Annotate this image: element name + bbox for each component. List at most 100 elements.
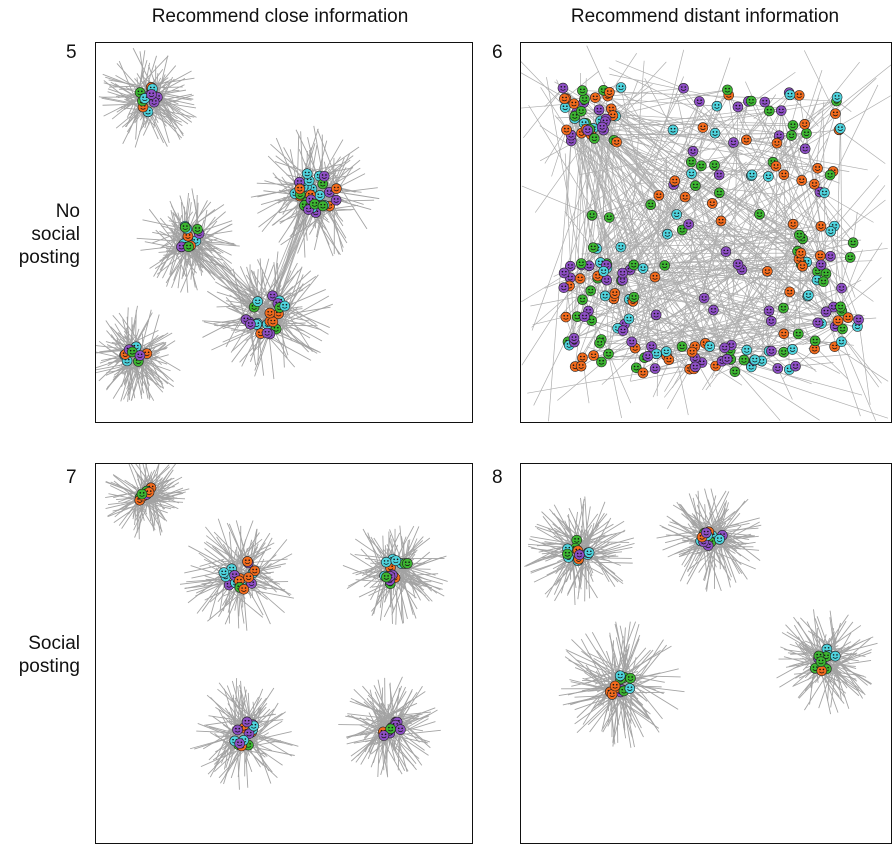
smiley-face-icon <box>603 348 614 360</box>
smiley-face-icon <box>624 683 636 694</box>
smiley-face-icon <box>146 89 157 100</box>
smiley-face-icon <box>685 156 697 168</box>
smiley-face-icon <box>696 160 707 172</box>
smiley-face-icon <box>650 309 662 321</box>
smiley-face-icon <box>317 200 329 212</box>
smiley-face-icon <box>787 344 798 355</box>
smiley-face-icon <box>261 327 273 339</box>
node-cluster <box>558 621 685 748</box>
smiley-face-icon <box>787 120 799 131</box>
smiley-face-icon <box>637 263 649 274</box>
node-cluster <box>250 125 380 258</box>
smiley-face-icon <box>741 344 753 356</box>
smiley-face-icon <box>738 354 750 366</box>
smiley-face-icon <box>825 226 837 237</box>
smiley-face-icon <box>837 323 848 335</box>
smiley-face-icon <box>588 350 599 361</box>
smiley-face-icon <box>218 567 230 578</box>
smiley-face-icon <box>669 175 681 187</box>
smiley-face-icon <box>562 548 573 560</box>
smiley-face-icon <box>596 356 607 368</box>
node-cluster <box>189 678 299 790</box>
smiley-face-icon <box>766 345 777 357</box>
smiley-face-icon <box>714 187 725 199</box>
smiley-face-icon <box>715 215 727 227</box>
smiley-face-icon <box>834 123 846 134</box>
smiley-face-icon <box>134 350 146 361</box>
smiley-face-icon <box>809 335 821 347</box>
smiley-face-icon <box>238 584 250 595</box>
smiley-face-icon <box>775 105 787 116</box>
smiley-face-icon <box>825 251 836 262</box>
panel-number-7: 7 <box>66 467 77 488</box>
node-cluster <box>136 188 240 293</box>
smiley-face-icon <box>395 724 406 735</box>
smiley-face-icon <box>820 306 832 318</box>
smiley-face-icon <box>786 130 797 141</box>
smiley-face-icon <box>772 363 784 374</box>
smiley-face-icon <box>686 346 698 358</box>
smiley-face-icon <box>722 84 733 96</box>
row-label-line: Social <box>28 633 80 654</box>
smiley-face-icon <box>853 314 864 326</box>
smiley-face-icon <box>678 83 689 94</box>
smiley-face-icon <box>799 143 811 155</box>
smiley-face-icon <box>575 360 587 372</box>
smiley-face-icon <box>617 325 629 336</box>
smiley-face-icon <box>778 328 790 340</box>
smiley-face-icon <box>242 556 253 567</box>
node-cluster <box>96 305 181 402</box>
smiley-face-icon <box>615 241 627 253</box>
smiley-face-icon <box>568 98 580 110</box>
smiley-face-icon <box>559 93 570 105</box>
node-cluster <box>105 464 190 540</box>
smiley-face-icon <box>683 219 694 230</box>
smiley-face-icon <box>778 169 790 181</box>
smiley-face-icon <box>732 259 744 270</box>
row-label-social-posting: Social posting <box>0 632 80 678</box>
panel-number-6: 6 <box>492 42 503 63</box>
network-panel-5 <box>95 42 473 423</box>
smiley-face-icon <box>564 260 576 272</box>
smiley-face-icon <box>765 315 777 327</box>
smiley-face-icon <box>598 266 609 277</box>
smiley-face-icon <box>763 171 774 182</box>
row-label-line: No <box>55 201 80 222</box>
smiley-face-icon <box>815 656 827 667</box>
smiley-face-icon <box>264 307 276 319</box>
network-graph-7 <box>105 464 448 790</box>
smiley-face-icon <box>560 311 572 323</box>
smiley-face-icon <box>749 354 761 366</box>
network-graph-8 <box>524 488 878 748</box>
smiley-face-icon <box>558 282 570 293</box>
smiley-face-icon <box>294 183 306 195</box>
smiley-face-icon <box>575 106 587 117</box>
node-cluster <box>202 251 333 380</box>
smiley-face-icon <box>787 218 799 230</box>
smiley-face-icon <box>770 160 782 172</box>
smiley-face-icon <box>799 118 810 130</box>
smiley-face-icon <box>628 291 640 303</box>
smiley-face-icon <box>649 271 661 283</box>
smiley-face-icon <box>704 341 716 352</box>
panel-number-5: 5 <box>66 42 77 63</box>
smiley-face-icon <box>301 168 313 180</box>
smiley-face-icon <box>183 241 194 253</box>
smiley-face-icon <box>842 312 854 324</box>
node-cluster <box>179 518 294 631</box>
smiley-face-icon <box>279 300 291 312</box>
smiley-face-icon <box>593 104 605 116</box>
smiley-face-icon <box>653 190 665 201</box>
node-cluster <box>656 488 762 592</box>
smiley-face-icon <box>721 353 733 365</box>
smiley-face-icon <box>732 101 744 113</box>
smiley-face-icon <box>558 267 570 279</box>
smiley-face-icon <box>706 198 718 209</box>
smiley-face-icon <box>649 363 661 374</box>
smiley-face-icon <box>778 346 789 358</box>
smiley-face-icon <box>812 162 823 174</box>
network-graph-6 <box>521 45 891 422</box>
smiley-face-icon <box>708 304 719 316</box>
smiley-face-icon <box>318 170 330 182</box>
smiley-face-icon <box>686 168 697 179</box>
